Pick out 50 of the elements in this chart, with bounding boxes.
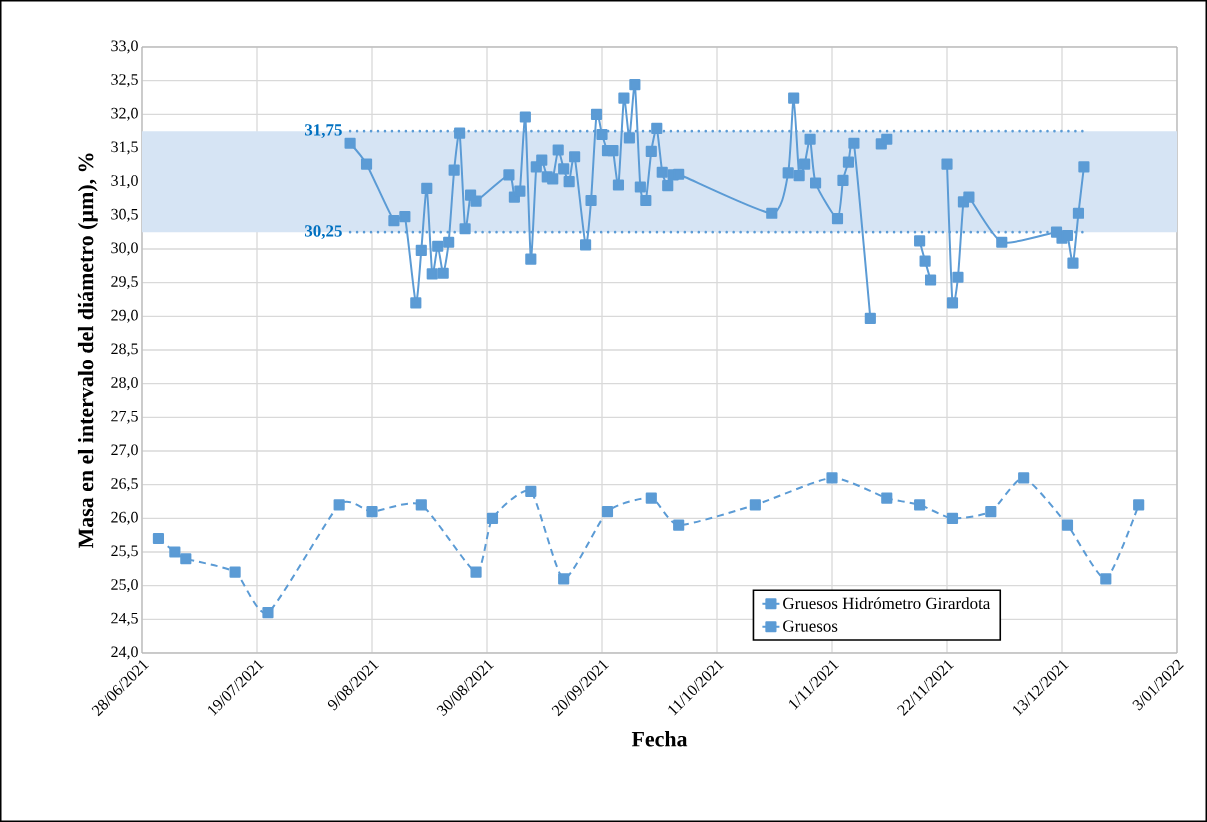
point: [558, 573, 570, 585]
y-tick-label: 31,0: [111, 175, 138, 189]
point: [645, 492, 657, 504]
y-tick-label: 32,0: [111, 107, 138, 121]
y-tick-label: 26,5: [111, 478, 138, 492]
point: [169, 546, 181, 558]
point: [525, 485, 537, 497]
point: [826, 472, 838, 484]
point: [262, 607, 274, 619]
point: [415, 499, 427, 511]
point: [486, 512, 499, 524]
point: [914, 499, 926, 511]
x-axis-title: Fecha: [631, 731, 688, 747]
point: [1061, 519, 1074, 531]
point: [152, 532, 165, 545]
y-tick-label: 25,5: [111, 545, 138, 559]
point: [985, 506, 997, 518]
y-tick-label: 27,0: [111, 444, 138, 458]
y-tick-label: 29,0: [111, 309, 138, 323]
point: [470, 566, 482, 578]
point: [180, 553, 192, 565]
point: [749, 499, 761, 511]
point: [229, 566, 241, 578]
legend-label: Gruesos Hidrómetro Girardota: [783, 597, 991, 610]
y-tick-label: 25,0: [111, 579, 138, 593]
y-tick-label: 32,5: [111, 74, 138, 88]
point: [1018, 472, 1030, 484]
y-axis-title: Masa en el intervalo del diámetro (µm), %: [77, 153, 98, 549]
point: [946, 512, 959, 524]
point: [1100, 573, 1112, 585]
y-tick-label: 31,5: [111, 141, 138, 155]
legend-label: Gruesos: [783, 620, 838, 632]
point: [673, 519, 685, 531]
y-tick-label: 28,0: [111, 377, 138, 391]
y-tick-label: 26,0: [111, 511, 138, 525]
y-tick-label: 27,5: [111, 410, 138, 424]
y-tick-label: 33,0: [111, 40, 138, 54]
y-tick-label: 24,0: [111, 646, 138, 660]
point: [1133, 499, 1145, 511]
y-tick-label: 29,5: [111, 276, 138, 290]
ref-line-label: 31,75: [304, 124, 342, 139]
y-tick-label: 28,5: [111, 343, 138, 357]
point: [333, 499, 345, 511]
ref-line-label: 30,25: [304, 225, 342, 240]
y-tick-label: 30,0: [111, 242, 138, 256]
y-tick-label: 24,5: [111, 612, 138, 626]
y-tick-label: 30,5: [111, 208, 138, 222]
point: [881, 492, 893, 504]
point: [601, 506, 614, 518]
point: [366, 506, 378, 518]
